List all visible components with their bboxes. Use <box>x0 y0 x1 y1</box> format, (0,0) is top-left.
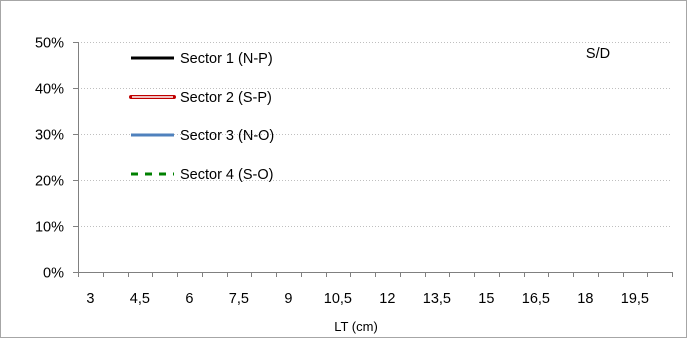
x-tick-label: 19,5 <box>621 291 649 307</box>
x-tick-label: 9 <box>284 291 292 307</box>
x-tick-label: 16,5 <box>522 291 550 307</box>
legend-label-sector-2: Sector 2 (S-P) <box>180 90 272 106</box>
x-tick-label: 4,5 <box>130 291 150 307</box>
legend-label-sector-4: Sector 4 (S-O) <box>180 167 273 183</box>
x-tick-label: 18 <box>577 291 593 307</box>
x-tick-label: 6 <box>185 291 193 307</box>
y-tick-label: 20% <box>35 174 64 190</box>
y-tick-label: 0% <box>43 266 64 282</box>
x-tick-label: 3 <box>86 291 94 307</box>
x-tick-label: 12 <box>379 291 395 307</box>
y-tick-label: 40% <box>35 82 64 98</box>
x-tick-label: 7,5 <box>229 291 249 307</box>
x-tick-label: 13,5 <box>423 291 451 307</box>
y-tick-label: 50% <box>35 36 64 52</box>
y-tick-label: 10% <box>35 220 64 236</box>
legend-label-sector-1: Sector 1 (N-P) <box>180 51 273 67</box>
x-axis-title: LT (cm) <box>334 319 378 334</box>
legend-label-sector-3: Sector 3 (N-O) <box>180 128 274 144</box>
x-tick-label: 10,5 <box>324 291 352 307</box>
y-tick-label: 30% <box>35 128 64 144</box>
x-tick-label: 15 <box>478 291 494 307</box>
chart-annotation: S/D <box>586 46 610 62</box>
